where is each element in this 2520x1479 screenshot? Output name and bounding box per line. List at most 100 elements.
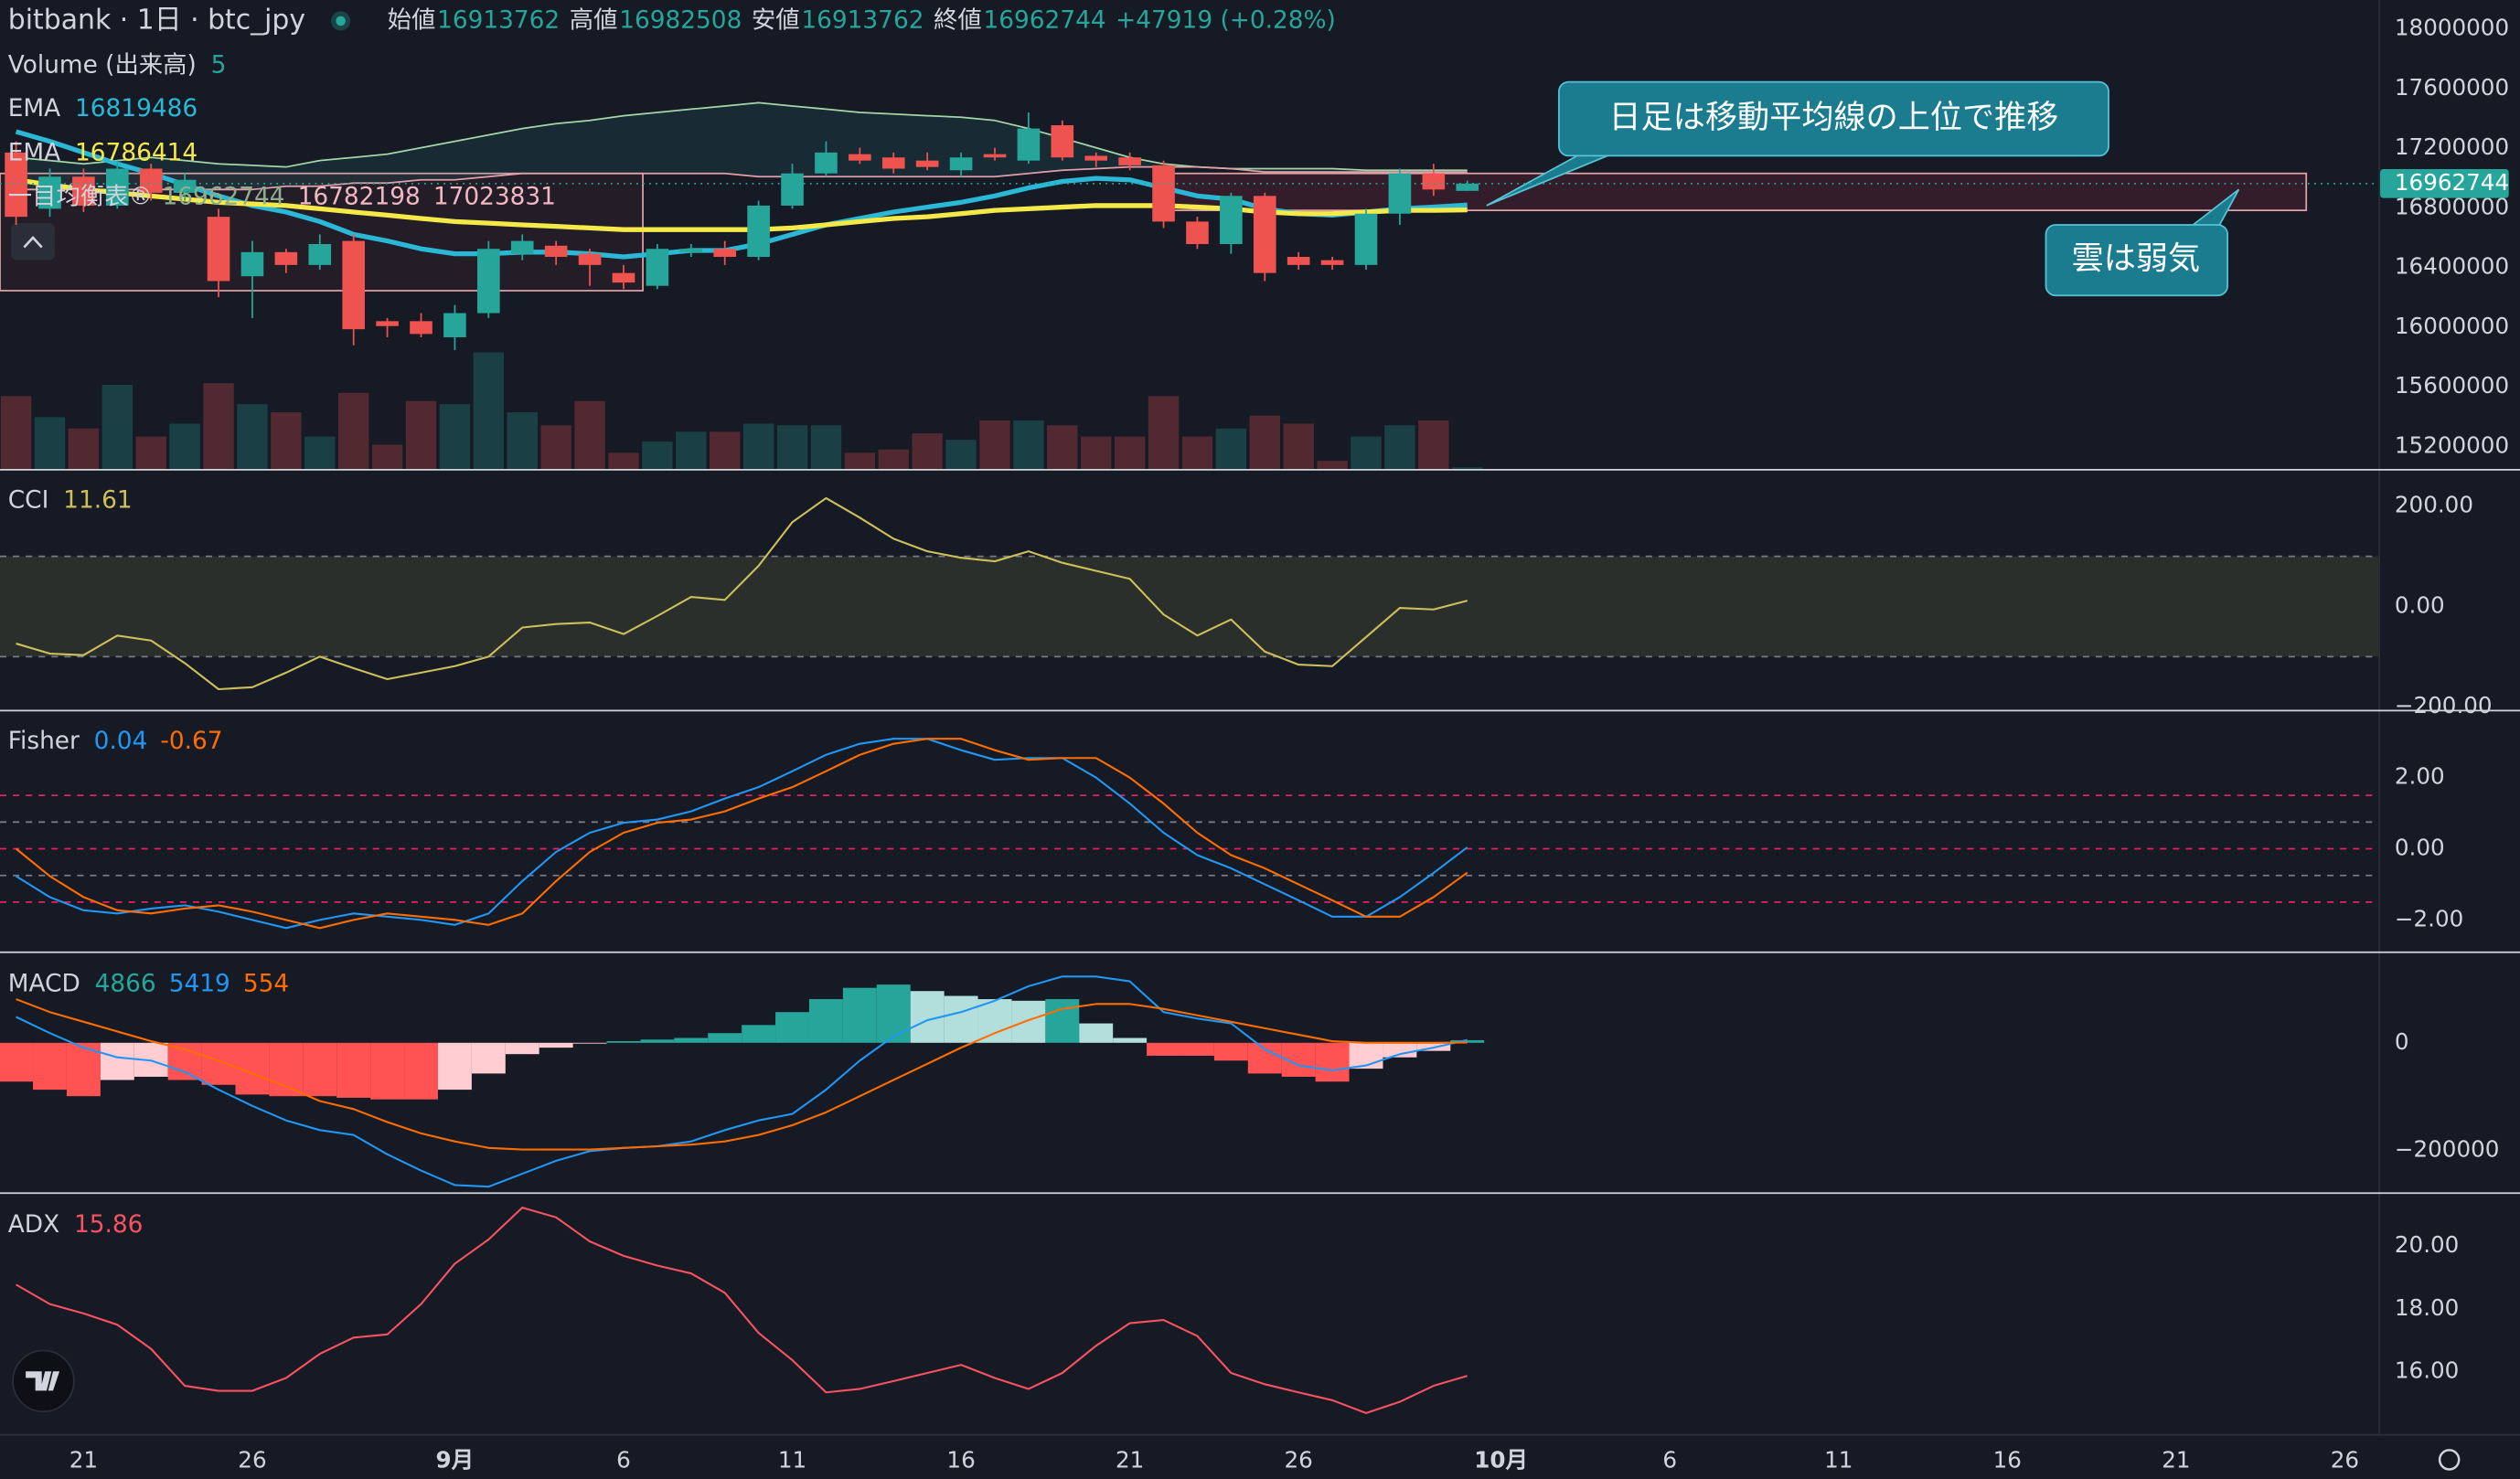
y-tick-label: 17600000 <box>2395 74 2509 101</box>
candle-body <box>1118 157 1141 165</box>
histogram-bar <box>0 1042 34 1082</box>
histogram-bar <box>437 1042 472 1091</box>
y-tick-label: 16000000 <box>2395 313 2509 339</box>
candle-body <box>849 154 871 161</box>
last-price-label: 16962744 <box>2395 169 2509 196</box>
candle-body <box>1186 221 1209 245</box>
x-tick-label: 16 <box>946 1447 975 1474</box>
legend-title: ADX <box>8 1211 59 1239</box>
legend-value: 11.61 <box>63 487 132 515</box>
histogram-bar <box>674 1037 709 1043</box>
candle-body <box>410 321 432 335</box>
volume-bar <box>169 423 200 469</box>
legend-title: EMA <box>8 139 60 166</box>
x-tick-label: 6 <box>1662 1447 1677 1474</box>
callout-box <box>1558 80 2109 157</box>
collapse-button[interactable] <box>11 223 55 261</box>
drawings <box>0 172 2308 469</box>
legend-value: 16782198 <box>298 184 421 211</box>
candle-body <box>376 321 399 326</box>
ohlc-label: 終値 <box>934 6 982 34</box>
y-tick-label: 15600000 <box>2395 372 2509 399</box>
histogram-bar <box>539 1042 573 1048</box>
histogram-bar <box>775 1012 809 1043</box>
legend-value: 16962744 <box>162 184 284 211</box>
candle-body <box>106 168 129 206</box>
indicator-line <box>15 738 1468 930</box>
histogram-bar <box>606 1041 641 1043</box>
candle-body <box>1017 128 1041 161</box>
volume-bar <box>1283 423 1314 469</box>
histogram-bar <box>1450 1039 1485 1043</box>
histogram-bar <box>1045 999 1080 1043</box>
volume-bar <box>135 436 166 469</box>
volume-bar <box>405 400 437 469</box>
volume-bar <box>101 384 133 469</box>
histogram-bar <box>370 1042 405 1100</box>
symbol: bitbank · 1日 · btc_jpy <box>8 4 305 36</box>
candle-body <box>1388 173 1412 214</box>
candle-body <box>815 152 838 174</box>
y-tick-label: 15200000 <box>2395 431 2509 458</box>
candle-body <box>173 179 197 193</box>
legend-title: EMA <box>8 95 60 122</box>
histogram-bar <box>1113 1037 1148 1043</box>
legend-value: 0.04 <box>94 728 148 755</box>
candle-body <box>646 249 669 286</box>
histogram-bar <box>1213 1042 1248 1061</box>
legend-value: 16786414 <box>75 139 198 166</box>
volume-bar <box>1249 415 1280 469</box>
x-tick-label: 11 <box>1824 1447 1853 1474</box>
candle-body <box>207 217 230 282</box>
histogram-bar <box>842 987 877 1043</box>
histogram-bar <box>404 1042 438 1100</box>
status-dot <box>336 16 346 27</box>
x-tick-label: 16 <box>1993 1447 2022 1474</box>
candle-body <box>38 176 61 209</box>
candle-body <box>949 157 973 171</box>
volume-bar <box>776 425 808 469</box>
volume-bar <box>337 392 369 469</box>
histogram-bar <box>33 1042 67 1091</box>
y-tick-label: 0.00 <box>2395 591 2445 618</box>
legend-title: 一目均衡表® <box>8 184 153 211</box>
change-value: +47919 (+0.28%) <box>1116 6 1336 34</box>
candle-body <box>1220 196 1243 245</box>
volume-bar <box>0 396 32 469</box>
volume-bar <box>1081 436 1112 469</box>
indicator-line <box>16 998 1468 1151</box>
indicator-line <box>16 496 1468 691</box>
histogram-bar <box>572 1042 607 1044</box>
ohlc-value: 16913762 <box>437 6 560 34</box>
candle-body <box>544 245 568 258</box>
settings-icon[interactable] <box>2438 1449 2461 1471</box>
band-fill <box>0 556 2379 657</box>
histogram-bar <box>201 1042 236 1085</box>
y-tick-label: 0.00 <box>2395 835 2445 861</box>
candle-body <box>443 313 466 337</box>
legend-value: 17023831 <box>433 184 556 211</box>
volume-bar <box>507 412 538 469</box>
collapse-icon <box>23 236 43 249</box>
histogram-bar <box>1383 1042 1417 1058</box>
y-tick-label: 16.00 <box>2395 1357 2459 1383</box>
volume-bar <box>473 352 505 469</box>
volume-bar <box>642 441 673 469</box>
y-tick-label: −200.00 <box>2395 692 2493 718</box>
candle-body <box>1422 173 1446 190</box>
ohlc-value: 16962744 <box>984 6 1106 34</box>
volume-bar <box>1181 436 1213 469</box>
ohlc-label: 安値 <box>752 6 800 34</box>
legend-value: -0.67 <box>160 728 222 755</box>
volume-bar <box>1452 467 1483 469</box>
x-tick-label: 21 <box>69 1447 98 1474</box>
legend-title: Fisher <box>8 728 80 755</box>
candle-body <box>240 251 264 277</box>
x-tick-label: 9月 <box>436 1447 475 1474</box>
volume-bar <box>810 425 842 469</box>
indicator-line <box>16 738 1468 930</box>
ohlc-label: 始値 <box>388 6 436 34</box>
volume-bar <box>742 423 774 469</box>
histogram-bar <box>1349 1042 1383 1069</box>
